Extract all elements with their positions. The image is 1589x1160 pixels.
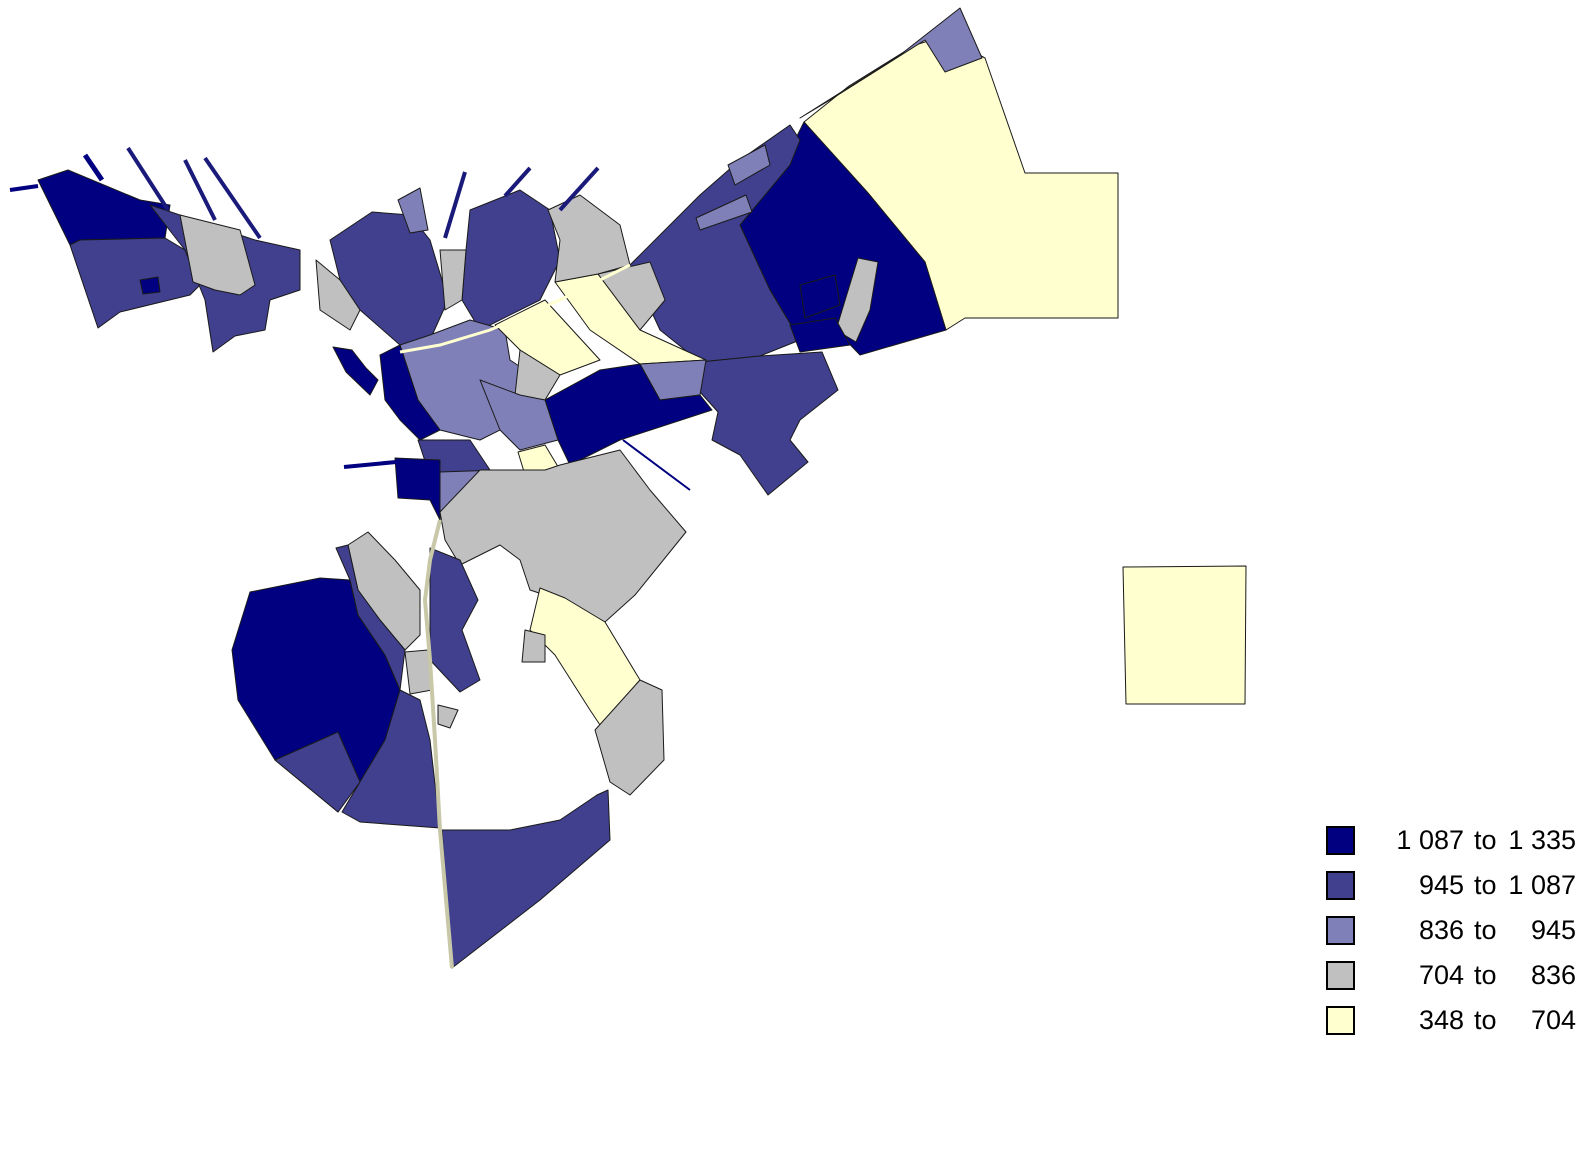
region xyxy=(335,544,406,691)
region xyxy=(1122,565,1247,705)
region xyxy=(437,704,459,729)
road-line xyxy=(422,519,454,969)
region xyxy=(547,194,631,283)
region xyxy=(332,346,379,396)
region xyxy=(695,194,753,231)
legend-item: 1 087 to 1 335 xyxy=(1326,825,1581,871)
region xyxy=(394,457,441,521)
legend-label: 836 to 945 xyxy=(1418,915,1576,945)
region xyxy=(397,187,429,234)
region xyxy=(597,261,666,331)
region xyxy=(69,237,201,329)
legend-item: 945 to 1 087 xyxy=(1326,870,1581,916)
road-line xyxy=(126,146,170,212)
region xyxy=(439,249,467,311)
legend: 1 087 to 1 335 945 to 1 087 836 to 945 7… xyxy=(1326,825,1581,1051)
road-line xyxy=(503,166,532,198)
region xyxy=(479,379,559,451)
road-line xyxy=(399,263,631,354)
region xyxy=(521,629,546,663)
road-line xyxy=(443,171,467,239)
region xyxy=(544,363,713,466)
legend-swatch xyxy=(1326,961,1355,990)
choropleth-map xyxy=(9,7,1247,969)
legend-swatch xyxy=(1326,826,1355,855)
road-line xyxy=(82,153,105,182)
region xyxy=(341,689,441,829)
region xyxy=(441,789,611,969)
legend-label: 1 087 to 1 335 xyxy=(1396,825,1576,855)
road-line xyxy=(343,460,397,469)
region xyxy=(429,547,481,693)
legend-label: 348 to 704 xyxy=(1418,1005,1576,1035)
region xyxy=(315,259,361,331)
legend-item: 348 to 704 xyxy=(1326,1005,1581,1051)
legend-label: 945 to 1 087 xyxy=(1418,870,1576,900)
region xyxy=(727,144,771,186)
legend-label: 704 to 836 xyxy=(1418,960,1576,990)
region xyxy=(594,679,665,796)
region xyxy=(139,276,161,295)
legend-swatch xyxy=(1326,1006,1355,1035)
road-line xyxy=(558,166,600,212)
region xyxy=(835,257,879,343)
region xyxy=(799,274,841,319)
road-line xyxy=(183,159,217,221)
legend-swatch xyxy=(1326,916,1355,945)
legend-item: 704 to 836 xyxy=(1326,960,1581,1006)
road-line xyxy=(203,156,262,240)
region xyxy=(379,344,441,441)
region xyxy=(494,299,601,376)
region xyxy=(439,449,687,623)
road-line xyxy=(622,439,691,491)
region xyxy=(789,317,851,353)
region xyxy=(799,7,983,119)
region xyxy=(699,351,839,496)
road-line xyxy=(9,184,39,192)
legend-swatch xyxy=(1326,871,1355,900)
region xyxy=(179,214,256,296)
legend-item: 836 to 945 xyxy=(1326,915,1581,961)
